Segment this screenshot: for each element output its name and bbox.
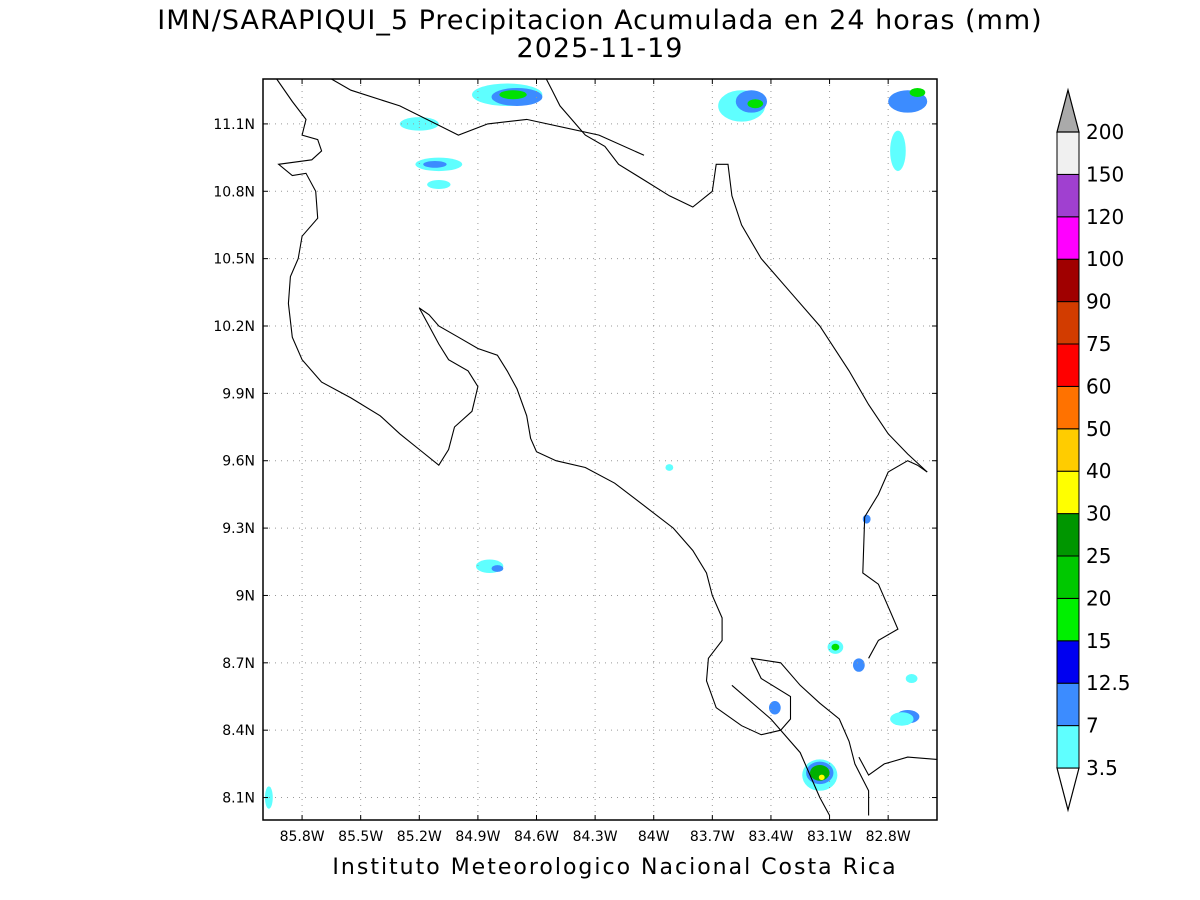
footer-credit: Instituto Meteorologico Nacional Costa R… (332, 855, 898, 880)
colorbar-label: 40 (1086, 459, 1111, 483)
precip-contour (423, 160, 447, 168)
colorbar-swatch (1056, 343, 1080, 387)
plot-frame (262, 78, 938, 821)
precip-contour (810, 764, 830, 781)
precip-contour (890, 712, 914, 726)
lat-tick-label: 10.5N (213, 252, 255, 268)
colorbar-swatch (1056, 385, 1080, 430)
colorbar-label: 75 (1086, 332, 1111, 356)
precip-contour (831, 643, 840, 651)
coastline (331, 79, 645, 156)
colorbar-swatch (1056, 258, 1080, 303)
colorbar-below-arrow (1056, 767, 1080, 813)
coastline (276, 79, 870, 816)
colorbar-swatch (1056, 173, 1080, 218)
colorbar-above-arrow (1056, 87, 1080, 133)
lon-tick-label: 85.5W (338, 829, 383, 845)
colorbar-label: 50 (1086, 417, 1111, 441)
coastline (862, 460, 928, 659)
lon-tick-label: 84.3W (573, 829, 618, 845)
precip-contour (427, 180, 451, 190)
colorbar-label: 90 (1086, 290, 1111, 314)
precip-contour (665, 464, 674, 471)
lat-tick-label: 9.6N (222, 454, 255, 470)
coastline (731, 684, 831, 816)
lon-tick-label: 84.9W (455, 829, 500, 845)
colorbar-swatch (1056, 725, 1080, 769)
lon-tick-label: 82.8W (866, 829, 911, 845)
colorbar-swatch (1056, 301, 1080, 345)
lat-tick-label: 9.3N (222, 521, 255, 537)
colorbar-swatch (1056, 597, 1080, 642)
precip-contour (491, 565, 504, 572)
colorbar-label: 7 (1086, 714, 1099, 738)
colorbar-label: 3.5 (1086, 756, 1118, 780)
colorbar-label: 30 (1086, 502, 1111, 526)
colorbar-label: 100 (1086, 247, 1124, 271)
lon-tick-label: 83.7W (690, 829, 735, 845)
colorbar-label: 120 (1086, 205, 1124, 229)
colorbar-swatch (1056, 555, 1080, 599)
lon-tick-label: 84.6W (514, 829, 559, 845)
colorbar-label: 25 (1086, 544, 1111, 568)
map-date: 2025-11-19 (516, 33, 684, 64)
precip-contour (264, 786, 273, 809)
colorbar-swatch (1056, 216, 1080, 260)
lat-tick-label: 10.8N (213, 184, 255, 200)
lon-tick-label: 85.8W (280, 829, 325, 845)
colorbar-swatch (1056, 470, 1080, 515)
precip-contour (890, 130, 906, 172)
coastlines (276, 79, 937, 816)
lat-tick-label: 9.9N (222, 386, 255, 402)
map-title: IMN/SARAPIQUI_5 Precipitacion Acumulada … (157, 5, 1043, 36)
precipitation-fields (264, 83, 928, 809)
coastline (545, 79, 928, 473)
colorbar-label: 200 (1086, 120, 1124, 144)
lon-tick-label: 83.1W (807, 829, 852, 845)
coastline (858, 756, 937, 776)
axis-ticks: 85.8W 85.5W 85.2W 84.9W 84.6W 84.3W 84W 83.7W 83… (213, 79, 937, 845)
colorbar-label: 12.5 (1086, 671, 1131, 695)
precip-contour (499, 90, 527, 100)
lat-tick-label: 10.2N (213, 319, 255, 335)
lon-tick-label: 84W (638, 829, 670, 845)
colorbar-swatch (1056, 513, 1080, 557)
precip-contour (818, 774, 825, 781)
colorbar-label: 15 (1086, 629, 1111, 653)
colorbar-swatch (1056, 428, 1080, 472)
precip-contour (852, 658, 865, 672)
colorbar-swatch (1056, 682, 1080, 727)
colorbar-swatch (1056, 131, 1080, 175)
lat-tick-label: 9N (236, 588, 255, 604)
lon-tick-label: 83.4W (748, 829, 793, 845)
precip-contour (768, 700, 781, 715)
colorbar-label: 20 (1086, 586, 1111, 610)
precip-contour (862, 514, 871, 524)
colorbar-swatch (1056, 640, 1080, 684)
lat-tick-label: 8.7N (222, 656, 255, 672)
colorbar-label: 150 (1086, 162, 1124, 186)
lon-tick-label: 85.2W (397, 829, 442, 845)
precip-contour (909, 87, 926, 97)
lat-tick-label: 11.1N (213, 117, 255, 133)
colorbar-label: 60 (1086, 374, 1111, 398)
lat-tick-label: 8.1N (222, 791, 255, 807)
lat-tick-label: 8.4N (222, 723, 255, 739)
graticule-grid (263, 79, 937, 820)
colorbar-legend: 3.5 7 12.5 15 20 25 30 40 50 60 75 90 100 120 150 200 (1056, 87, 1131, 813)
precip-contour (747, 99, 764, 109)
precip-contour (905, 674, 918, 684)
